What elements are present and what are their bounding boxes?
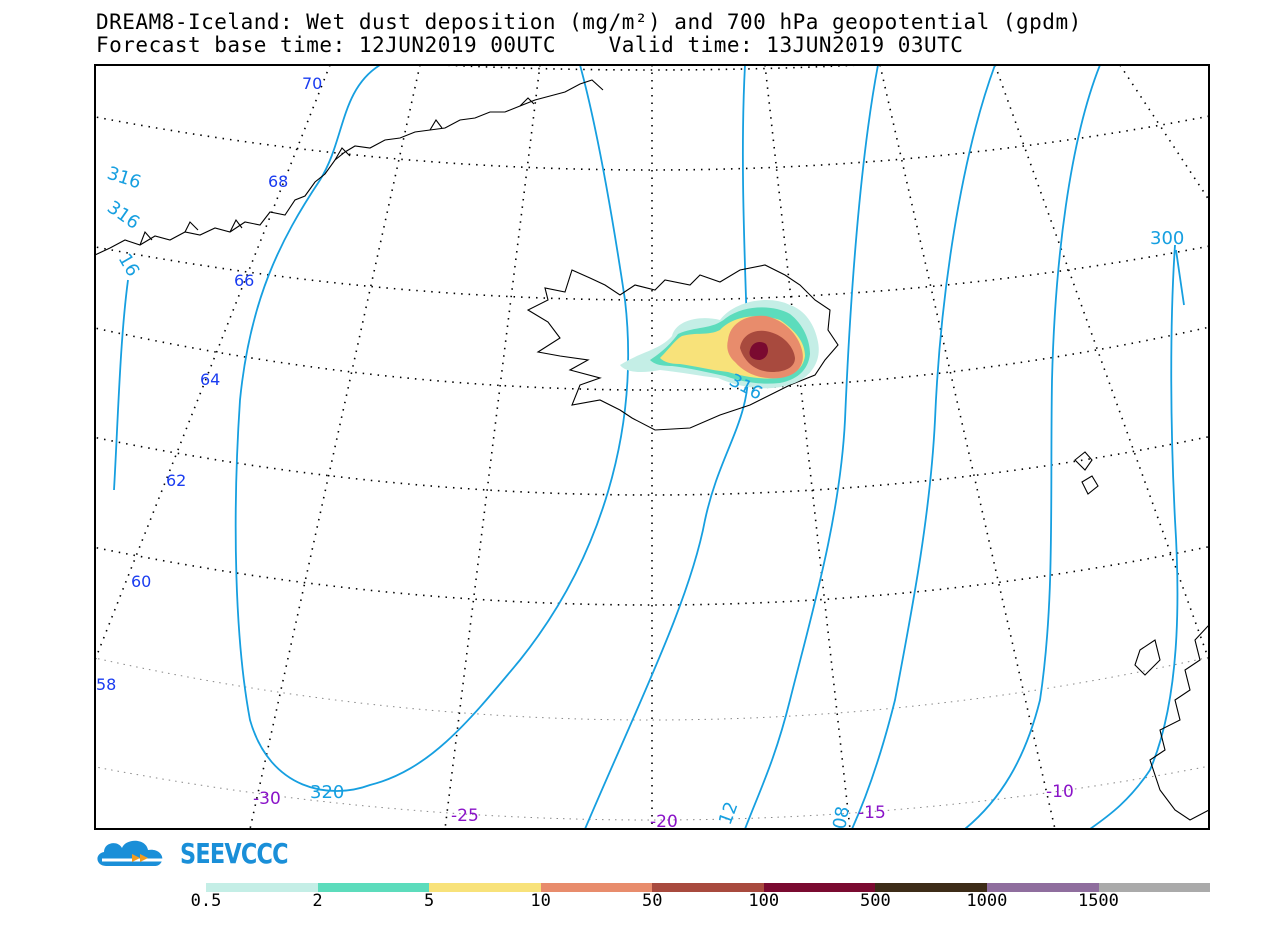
- lat-label-58: 58: [96, 675, 116, 694]
- legend-label: 50: [641, 891, 663, 911]
- legend-labels: 0.5 2 5 10 50 100 500 1000 1500: [0, 891, 1276, 915]
- lat-label-70: 70: [302, 74, 322, 93]
- legend-swatch: [875, 883, 987, 892]
- lon-label-minus25: -25: [451, 806, 479, 826]
- lat-label-60: 60: [131, 572, 151, 591]
- geopotential-contours: [113, 65, 1185, 829]
- contour-label: 12: [715, 799, 743, 828]
- lat-label-68: 68: [268, 172, 288, 191]
- map-title: DREAM8-Iceland: Wet dust deposition (mg/…: [96, 10, 1082, 34]
- contour-label: 300: [1150, 228, 1184, 249]
- legend-label: 100: [748, 891, 780, 911]
- legend-label: 5: [423, 891, 435, 911]
- legend-swatch: [429, 883, 541, 892]
- contour-label: 316: [103, 197, 143, 234]
- cloud-icon: [97, 840, 164, 866]
- lat-label-64: 64: [200, 370, 220, 389]
- lat-label-62: 62: [166, 471, 186, 490]
- lon-label-minus20: -20: [650, 812, 678, 832]
- logo-text: SEEVCCC: [180, 836, 289, 870]
- legend-swatch: [1098, 883, 1211, 892]
- lon-label-minus30: -30: [253, 789, 281, 809]
- legend-swatch: [763, 883, 876, 892]
- legend-label: 1500: [1077, 891, 1119, 911]
- lon-label-minus15: -15: [858, 803, 886, 823]
- legend-label: 10: [530, 891, 551, 911]
- norway-coastline: [1134, 624, 1209, 821]
- legend-label: 0.5: [190, 891, 222, 911]
- legend-swatch: [652, 883, 764, 892]
- legend-label: 500: [859, 891, 891, 911]
- contour-label: 320: [310, 782, 344, 803]
- lon-label-minus10: -10: [1046, 782, 1074, 802]
- seevccc-logo: SEEVCCC: [94, 833, 315, 873]
- dust-deposition-field: [620, 300, 819, 389]
- contour-label: 316: [104, 163, 143, 194]
- longitude-lines: [95, 65, 1209, 829]
- contour-label: 16: [114, 250, 144, 280]
- legend-swatch: [317, 883, 430, 892]
- contour-label: 08: [829, 805, 854, 831]
- legend-label: 1000: [966, 891, 1008, 911]
- legend-label: 2: [312, 891, 323, 911]
- lat-label-66: 66: [234, 271, 254, 290]
- greenland-coastline: [95, 79, 604, 256]
- legend-swatch: [206, 883, 318, 892]
- legend-swatch: [540, 883, 653, 892]
- iceland-coastline: [526, 264, 839, 431]
- latitude-lines: [95, 65, 1209, 606]
- color-legend: [206, 883, 1211, 892]
- faroe-islands: [1074, 451, 1099, 495]
- map-subtitle: Forecast base time: 12JUN2019 00UTC Vali…: [96, 33, 964, 57]
- legend-swatch: [986, 883, 1099, 892]
- map-frame: [94, 64, 1210, 830]
